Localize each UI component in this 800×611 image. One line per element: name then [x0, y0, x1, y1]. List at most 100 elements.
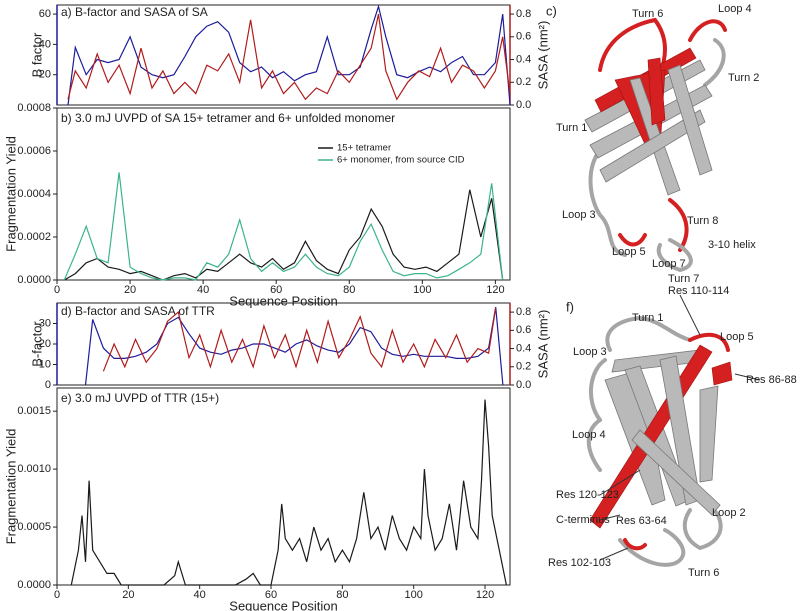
y-tick-label: 0.0008: [17, 102, 51, 114]
y-axis-label: B factor: [29, 32, 44, 77]
x-axis-label: Sequence Position: [229, 293, 337, 308]
plot-frame: [56, 387, 511, 586]
y-tick-label: 20: [39, 69, 51, 81]
structure-label: Loop 5: [612, 246, 646, 258]
loop: [682, 498, 723, 551]
pointer: [734, 373, 761, 381]
chart-title: d) B-factor and SASA of TTR: [61, 304, 215, 318]
panel-label: c): [546, 3, 557, 18]
y-tick-label: 0.0004: [17, 188, 51, 200]
y2-tick-label: 0.8: [516, 8, 531, 20]
plot-frame: [56, 107, 511, 281]
y-tick-label: 60: [39, 8, 51, 20]
beta-strand: [667, 64, 713, 176]
structure-label: Turn 6: [632, 8, 663, 20]
pointer: [599, 469, 641, 496]
y-tick-label: 0.0002: [17, 231, 51, 243]
structure-label: Turn 6: [688, 567, 719, 579]
structure-label: Turn 8: [687, 215, 718, 227]
y2-axis-label: SASA (nm²): [535, 21, 550, 90]
y-tick-label: 0.0006: [17, 145, 51, 157]
loop: [618, 233, 647, 247]
plot-frame: [56, 4, 511, 106]
x-tick-label: 0: [54, 284, 60, 296]
y2-tick-label: 0.2: [516, 361, 531, 373]
y-tick-label: 0.0000: [17, 274, 51, 286]
x-tick-label: 80: [343, 284, 355, 296]
legend-label: 15+ tetramer: [337, 143, 391, 154]
legend-label: 6+ monomer, from source CID: [337, 155, 465, 166]
data-line: [102, 307, 497, 372]
data-line: [70, 399, 507, 586]
beta-strand: [631, 429, 721, 516]
helix: [656, 238, 693, 273]
data-line: [84, 306, 504, 386]
y2-tick-label: 0.8: [516, 306, 531, 318]
pointer: [599, 547, 629, 561]
y-axis-label: Fragmentation Yield: [3, 429, 18, 545]
structure-label: Loop 4: [718, 3, 752, 15]
y2-tick-label: 0.6: [516, 324, 531, 336]
x-tick-label: 100: [413, 284, 431, 296]
y-tick-label: 0.0015: [17, 405, 51, 417]
y-tick-label: 40: [39, 38, 51, 50]
loop: [623, 538, 647, 551]
y2-tick-label: 0.2: [516, 76, 531, 88]
structure-label: Turn 2: [728, 72, 759, 84]
x-tick-label: 60: [270, 284, 282, 296]
structure-label: Turn 7: [668, 273, 699, 285]
loop: [588, 148, 627, 257]
y2-tick-label: 0.0: [516, 379, 531, 391]
structure-label: Res 63-64: [616, 515, 667, 527]
data-line: [63, 172, 504, 281]
y-tick-label: 0: [45, 379, 51, 391]
data-line: [67, 13, 511, 101]
structure-label: C-terminus: [556, 514, 610, 526]
chart-title: a) B-factor and SASA of SA: [61, 5, 208, 19]
loop: [618, 528, 686, 567]
loop: [598, 17, 667, 77]
panel-label: f): [566, 299, 574, 314]
pointer: [599, 514, 621, 521]
structure-label: Loop 5: [720, 331, 754, 343]
x-tick-label: 100: [405, 589, 423, 601]
structure-label: Turn 1: [632, 312, 663, 324]
data-line: [67, 4, 511, 106]
loop: [588, 358, 607, 422]
y2-tick-label: 0.4: [516, 342, 531, 354]
x-tick-label: 20: [122, 589, 134, 601]
beta-strand: [599, 109, 706, 183]
loop: [688, 19, 727, 42]
loop: [688, 332, 730, 352]
structure-label: Loop 4: [572, 429, 606, 441]
y-tick-label: 0.0000: [17, 579, 51, 591]
structure-label: Res 86-88: [746, 374, 797, 386]
y-tick-label: 30: [39, 317, 51, 329]
structure-label: Loop 3: [573, 346, 607, 358]
x-axis-label: Sequence Position: [229, 598, 337, 611]
y-axis-label: B-factor: [29, 321, 44, 367]
x-tick-label: 80: [336, 589, 348, 601]
y-tick-label: 10: [39, 358, 51, 370]
y-tick-label: 0.0010: [17, 463, 51, 475]
x-tick-label: 0: [54, 589, 60, 601]
structure-label: 3-10 helix: [708, 239, 756, 251]
y2-tick-label: 0.0: [516, 99, 531, 111]
y-tick-label: 20: [39, 338, 51, 350]
structure-label: Loop 7: [652, 258, 686, 270]
chart-title: b) 3.0 mJ UVPD of SA 15+ tetramer and 6+…: [61, 111, 395, 125]
chart-title: e) 3.0 mJ UVPD of TTR (15+): [61, 391, 219, 405]
y-axis-label: Fragmentation Yield: [3, 136, 18, 252]
x-tick-label: 120: [486, 284, 504, 296]
beta-strand: [629, 77, 681, 196]
loop: [703, 38, 726, 87]
y2-axis-label: SASA (nm²): [535, 310, 550, 379]
beta-strand: [711, 361, 733, 386]
y2-tick-label: 0.6: [516, 31, 531, 43]
y2-tick-label: 0.4: [516, 53, 531, 65]
x-tick-label: 60: [265, 589, 277, 601]
loop: [605, 315, 692, 352]
beta-strand: [699, 385, 719, 483]
x-tick-label: 40: [197, 284, 209, 296]
